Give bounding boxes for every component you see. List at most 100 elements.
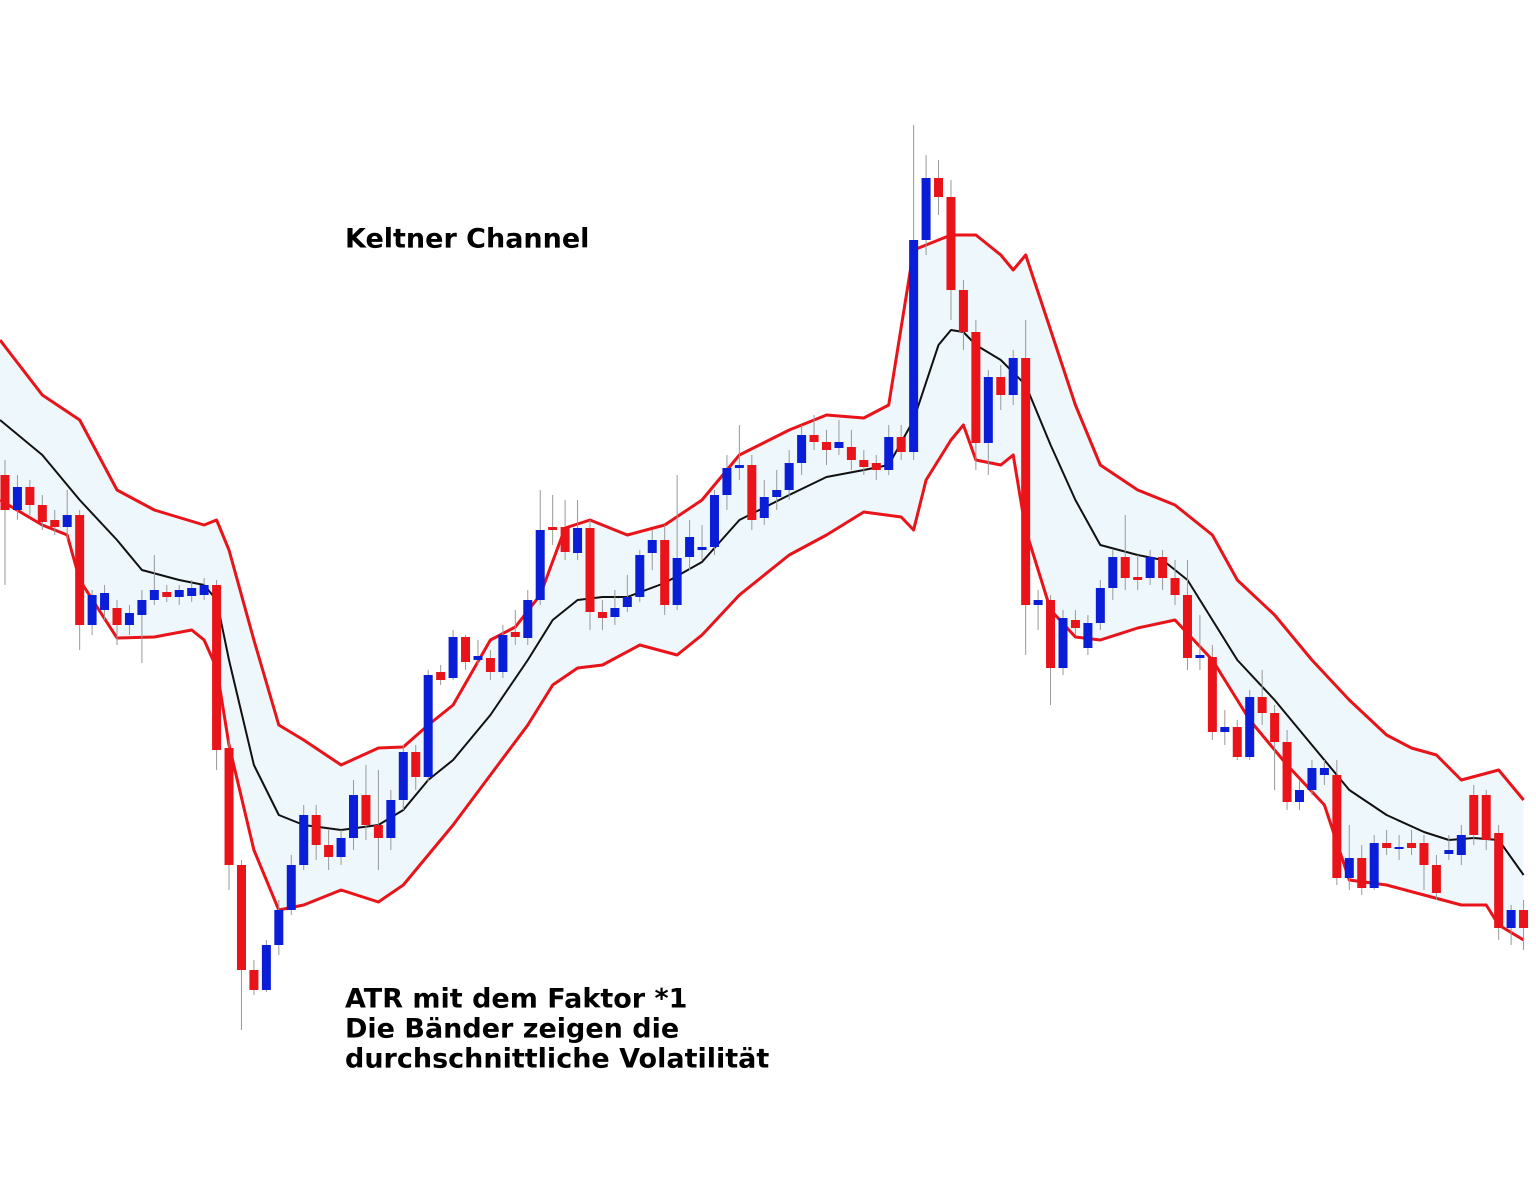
candle-body [797,435,807,463]
candle-body [1033,600,1043,605]
candle-body [896,437,906,452]
candle-body [411,752,421,777]
candle-body [672,558,682,605]
channel-fill [0,235,1524,940]
channel-fill-layer [0,235,1524,940]
candle-body [498,635,508,672]
candle-body [996,377,1006,395]
candle-body [573,528,583,553]
candle-body [1270,713,1280,742]
candle-body [236,865,246,970]
candle-body [822,442,832,450]
middle-line [0,329,1525,876]
candle-body [485,658,495,672]
candle-layer [0,125,1529,1030]
candle-body [461,637,471,662]
candle-body [1133,577,1143,580]
candle-body [1195,655,1205,658]
candle-body [697,547,707,550]
candle-body [1232,727,1242,757]
candle-body [12,487,22,510]
candle-body [809,435,819,442]
candle-body [934,178,944,197]
candle-body [249,970,259,990]
annotation: durchschnittliche Volatilität [345,1044,769,1075]
candle-body [1332,775,1342,878]
candle-body [523,600,533,638]
candle-body [37,505,47,522]
candle-body [747,465,757,520]
candle-body [921,178,931,240]
candle-body [772,490,782,497]
candle-body [112,608,122,625]
candle-body [1120,557,1130,578]
candle-body [1220,727,1230,732]
candle-body [386,800,396,838]
candle-body [971,332,981,443]
candle-body [1519,910,1529,928]
candle-body [1170,578,1180,595]
candle-body [1382,843,1392,848]
candle-body [448,637,458,678]
annotation: ATR mit dem Faktor *1 [345,984,687,1015]
candle-body [784,463,794,490]
candle-body [1145,557,1155,578]
candle-body [1095,588,1105,623]
candle-body [299,815,309,865]
candle-body [174,590,184,597]
candle-body [1369,843,1379,888]
candle-body [62,515,72,527]
candle-body [398,752,408,800]
candle-body [137,600,147,615]
candle-body [1295,790,1305,802]
candle-body [709,495,719,547]
candle-body [759,497,769,518]
candle-body [149,590,159,600]
candle-body [162,592,172,597]
candle-body [1282,742,1292,802]
candle-body [510,632,520,637]
candle-body [1070,620,1080,628]
candle-body [946,197,956,290]
candle-body [436,672,446,680]
candle-body [1058,618,1068,668]
candle-body [324,845,334,857]
candle-body [548,527,558,530]
candle-body [423,675,433,777]
candle-body [50,520,60,527]
candle-body [1407,843,1417,848]
candle-body [1245,697,1255,757]
candle-body [1394,847,1404,849]
candle-body [1008,358,1018,395]
candle-body [336,838,346,857]
candle-body [846,447,856,460]
candle-body [1506,910,1516,928]
candle-body [1419,843,1429,865]
band-line [0,233,1525,801]
candle-body [87,595,97,625]
candle-body [1469,795,1479,835]
candle-body [473,656,483,660]
candle-body [1257,697,1267,713]
candle-body [349,795,359,838]
candle-body [622,597,632,607]
candle-body [124,613,134,625]
candle-body [958,290,968,332]
candle-body [635,555,645,597]
candle-body [1481,795,1491,840]
candle-body [1494,833,1504,928]
candle-body [722,468,732,495]
candle-body [1083,623,1093,648]
candle-body [75,515,85,625]
candle-body [734,465,744,468]
candle-body [1182,595,1192,658]
candle-body [1431,865,1441,893]
candle-body [1344,858,1354,878]
candle-body [286,865,296,910]
candle-body [585,528,595,612]
candle-body [685,537,695,557]
candle-body [212,585,222,750]
candle-body [100,593,110,610]
candle-body [1319,768,1329,775]
